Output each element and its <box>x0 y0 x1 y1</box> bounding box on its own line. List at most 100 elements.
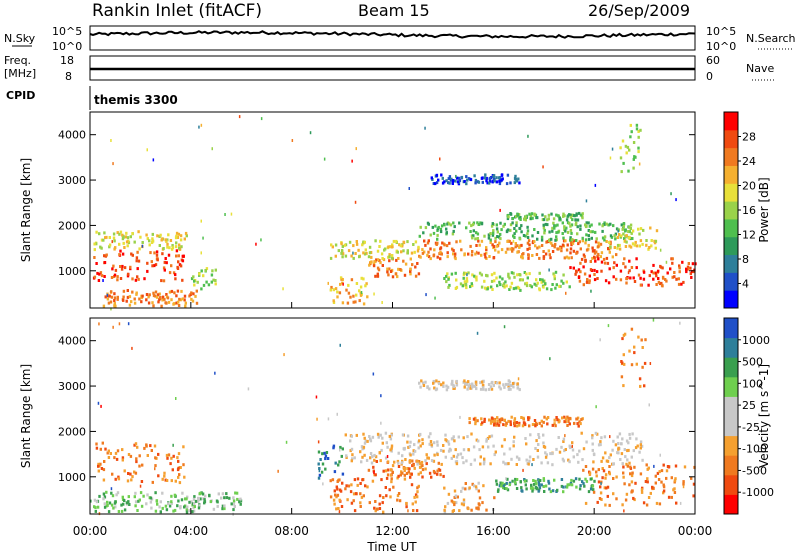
velocity-cell-5 <box>393 460 396 464</box>
power-cell-10 <box>584 259 587 263</box>
velocity-colorbar-tick-label: -500 <box>742 464 767 477</box>
velocity-cell-6 <box>472 445 476 449</box>
power-cell-7 <box>483 252 486 256</box>
velocity-cell-11 <box>428 387 431 391</box>
power-cell-3 <box>196 280 199 284</box>
power-cell-9 <box>483 279 486 283</box>
velocity-cell-6 <box>585 440 588 444</box>
power-cell-13 <box>547 213 551 217</box>
velocity-cell-11 <box>450 382 453 386</box>
power-cell-9 <box>535 283 538 287</box>
power-cell-7 <box>467 252 470 256</box>
velocity-cell-6 <box>492 444 495 448</box>
power-cell-2 <box>152 291 155 295</box>
power-cell-8 <box>471 236 474 240</box>
velocity-cell-10 <box>553 418 556 422</box>
power-cell-1 <box>158 244 161 247</box>
velocity-cell-8 <box>506 477 509 481</box>
power-cell-13 <box>536 216 539 220</box>
power-cell-2 <box>166 296 170 300</box>
power-cell-3 <box>205 280 208 284</box>
power-cell-9 <box>445 274 448 278</box>
velocity-cell-2 <box>217 492 220 496</box>
noise-search-label: N.Search <box>746 32 796 45</box>
velocity-cell-11 <box>442 381 445 385</box>
power-cell-7 <box>538 256 541 260</box>
velocity-cell-1 <box>161 506 164 510</box>
power-cell-9 <box>443 277 446 280</box>
velocity-cell-12 <box>623 362 626 366</box>
power-cell-8 <box>536 237 539 241</box>
velocity-cell-8 <box>502 486 505 490</box>
velocity-cell-11 <box>467 380 470 384</box>
power-cell-11 <box>629 227 632 230</box>
x-axis-label: Time UT <box>366 540 417 554</box>
velocity-cell-11 <box>516 382 519 386</box>
power-cell-2 <box>183 298 186 302</box>
power-cell-10 <box>650 270 653 274</box>
velocity-cell-11 <box>498 381 501 385</box>
power-cell-7 <box>421 248 424 252</box>
velocity-cell-1 <box>123 499 126 502</box>
power-cell-8 <box>509 223 513 227</box>
power-cell-9 <box>471 273 474 277</box>
velocity-scatter-point <box>327 417 330 421</box>
power-cell-10 <box>662 276 665 280</box>
velocity-cell-1 <box>161 491 164 495</box>
velocity-cell-11 <box>507 384 510 388</box>
power-cell-10 <box>671 261 674 265</box>
velocity-cell-9 <box>622 471 625 475</box>
power-cell-5 <box>376 258 380 262</box>
power-cell-7 <box>491 243 494 247</box>
power-cell-9 <box>542 285 545 289</box>
velocity-cell-6 <box>619 458 622 461</box>
power-cell-10 <box>593 268 596 272</box>
power-cell-10 <box>577 276 581 279</box>
velocity-cell-5 <box>421 475 424 479</box>
power-cell-0 <box>126 272 130 276</box>
velocity-cell-0 <box>102 478 106 482</box>
power-cell-1 <box>184 231 188 235</box>
power-cell-8 <box>576 232 579 236</box>
power-cell-5 <box>375 258 378 262</box>
power-cell-1 <box>156 234 159 238</box>
power-cell-0 <box>161 252 164 256</box>
velocity-cell-1 <box>125 501 129 505</box>
velocity-cell-6 <box>545 453 548 457</box>
velocity-cell-6 <box>409 440 412 444</box>
velocity-cell-4 <box>388 488 391 492</box>
power-colorbar-tick-label: 4 <box>742 278 749 291</box>
power-cell-7 <box>427 255 431 259</box>
power-cell-2 <box>189 293 192 296</box>
power-cell-6 <box>379 239 382 243</box>
power-cell-9 <box>550 288 553 292</box>
velocity-cell-10 <box>468 417 471 421</box>
velocity-cell-6 <box>364 439 367 443</box>
velocity-cell-11 <box>422 384 426 387</box>
velocity-cell-6 <box>401 433 405 437</box>
power-cell-6 <box>402 249 405 253</box>
velocity-cell-1 <box>134 500 138 504</box>
power-cell-7 <box>510 241 513 245</box>
power-cell-8 <box>476 237 479 240</box>
power-cell-8 <box>547 239 551 242</box>
power-cell-11 <box>616 243 620 247</box>
power-cell-6 <box>343 243 346 247</box>
velocity-cell-4 <box>413 495 416 499</box>
power-cell-8 <box>556 223 559 227</box>
power-cell-4 <box>332 288 335 292</box>
velocity-cell-5 <box>412 463 415 467</box>
velocity-cell-10 <box>513 417 517 421</box>
velocity-cell-9 <box>629 465 632 469</box>
power-cell-2 <box>107 301 111 305</box>
velocity-cell-6 <box>617 447 620 451</box>
velocity-cell-6 <box>558 450 562 454</box>
velocity-cell-11 <box>455 383 459 387</box>
velocity-cell-10 <box>578 420 581 424</box>
noise-panel-frame <box>89 25 696 51</box>
power-cell-6 <box>340 251 343 255</box>
power-cell-10 <box>600 269 603 273</box>
power-cell-11 <box>625 240 628 244</box>
power-cell-0 <box>113 273 117 277</box>
power-cell-0 <box>123 266 127 270</box>
